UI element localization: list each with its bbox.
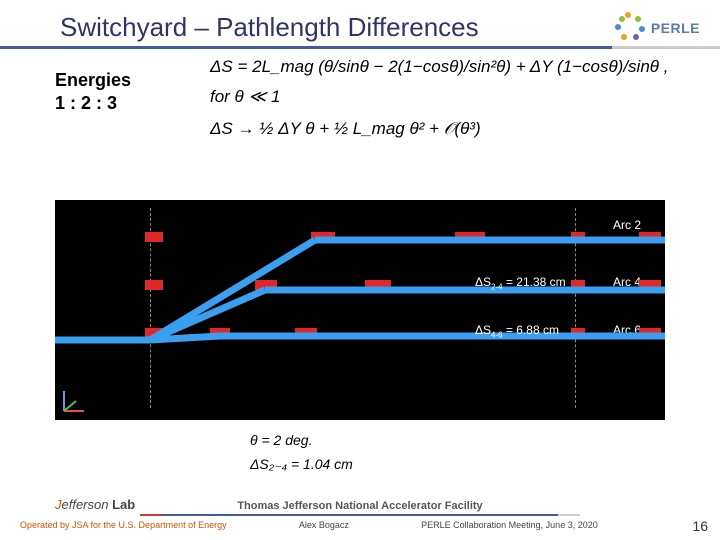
perle-logo: PERLE [615,12,700,44]
delta-s-46: ΔS4-6 = 6.88 cm [475,323,559,339]
footer: Thomas Jefferson National Accelerator Fa… [0,500,720,530]
theta-ds-label: ΔS₂₋₄ = 1.04 cm [250,456,353,473]
formula-approx: ΔS → ½ ΔY θ + ½ L_mag θ² + 𝒪(θ³) [210,119,668,139]
facility-name: Thomas Jefferson National Accelerator Fa… [0,500,720,512]
page-number: 16 [692,518,708,534]
title-bar: Switchyard – Pathlength Differences PERL… [0,0,720,49]
content-area: Energies 1 : 2 : 3 ΔS = 2L_mag (θ/sinθ −… [0,49,720,116]
switchyard-diagram: Arc 2Arc 4Arc 6ΔS2-4 = 21.38 cmΔS4-6 = 6… [55,200,665,420]
formulas-block: ΔS = 2L_mag (θ/sinθ − 2(1−cosθ)/sin²θ) +… [210,57,668,147]
perle-dots-icon [615,12,647,44]
delta-s-24: ΔS2-4 = 21.38 cm [475,275,566,291]
meeting-text: PERLE Collaboration Meeting, June 3, 202… [421,520,598,530]
facility-underline [140,514,580,516]
operated-text: Operated by JSA for the U.S. Department … [20,520,227,530]
theta-angle-label: θ = 2 deg. [250,432,312,448]
beamlines-svg [55,200,665,420]
formula-main: ΔS = 2L_mag (θ/sinθ − 2(1−cosθ)/sin²θ) +… [210,57,668,77]
author-text: Alex Bogacz [299,520,349,530]
coord-axes-icon [60,385,90,415]
formula-condition: for θ ≪ 1 [210,87,668,107]
footer-row: Operated by JSA for the U.S. Department … [0,520,720,530]
perle-logo-text: PERLE [651,20,700,36]
